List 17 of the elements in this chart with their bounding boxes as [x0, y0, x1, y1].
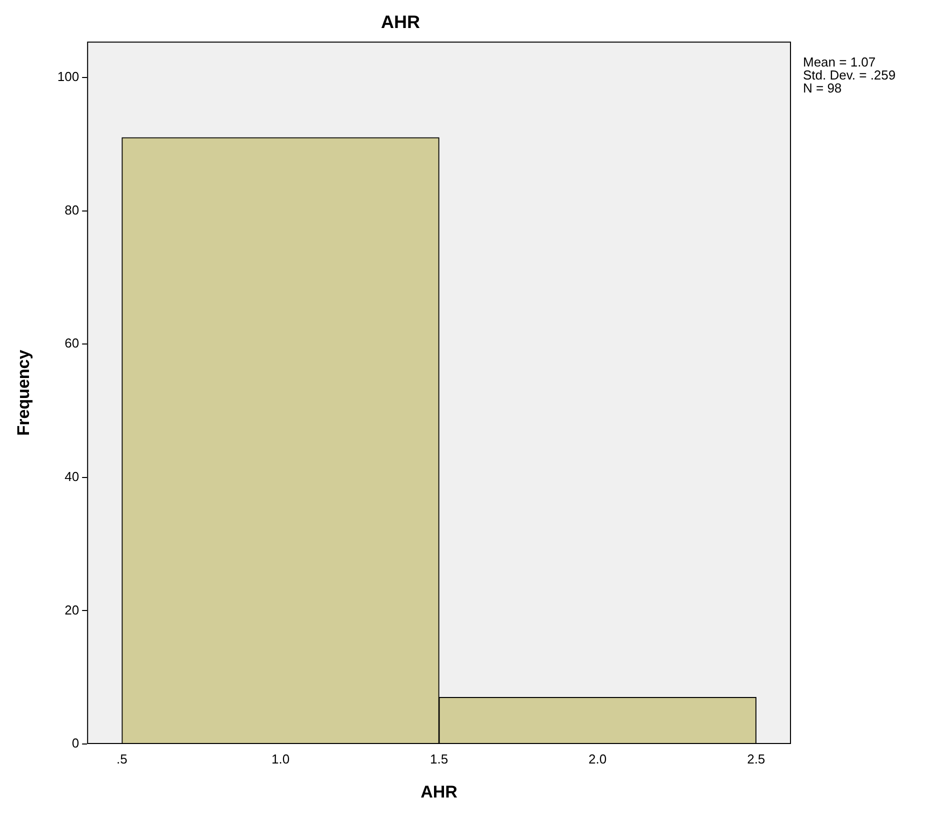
y-tick-label: 100: [57, 69, 80, 84]
y-axis-title: Frequency: [14, 349, 33, 436]
x-tick-label: .5: [116, 751, 128, 766]
x-tick-label: 2.0: [588, 751, 607, 766]
y-tick-label: 40: [64, 469, 80, 484]
y-tick-label: 20: [64, 602, 80, 618]
x-tick-label: 1.5: [430, 751, 448, 766]
text: N = 98: [803, 80, 842, 96]
y-tick-label: 0: [72, 736, 80, 751]
text: Mean = 1.07: [803, 54, 876, 70]
y-tick-label: 80: [64, 202, 80, 218]
x-tick-label: 2.5: [747, 751, 766, 766]
chart-title: AHR: [381, 12, 420, 32]
text: Std. Dev. = .259: [803, 68, 896, 83]
y-tick-label: 60: [64, 336, 80, 351]
x-axis-title: AHR: [420, 782, 458, 802]
x-tick-label: 1.0: [271, 751, 290, 766]
